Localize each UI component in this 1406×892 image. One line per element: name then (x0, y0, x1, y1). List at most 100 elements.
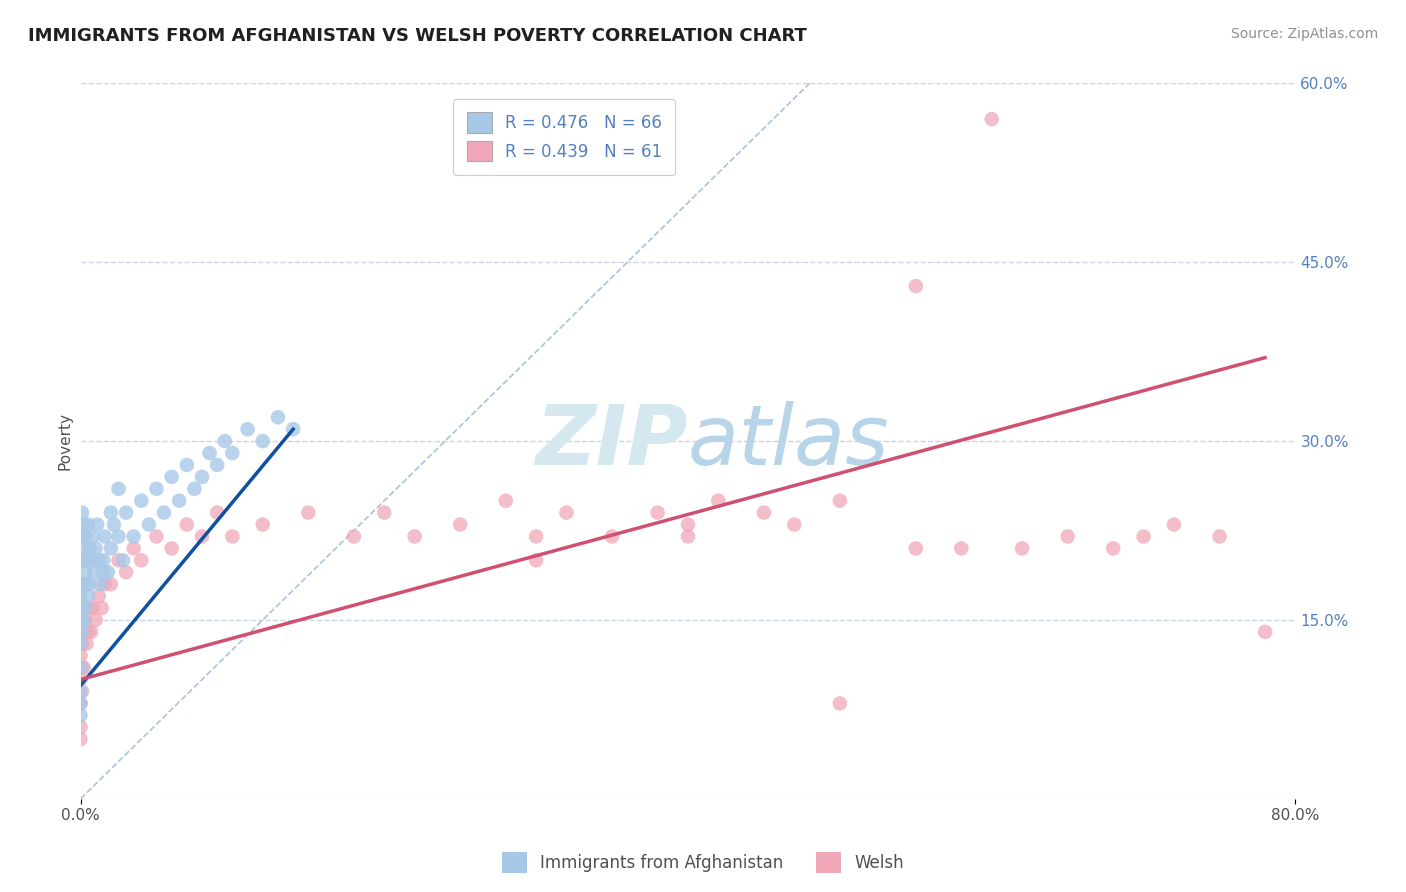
Text: Source: ZipAtlas.com: Source: ZipAtlas.com (1230, 27, 1378, 41)
Point (91, 566, 114, 580)
Point (373, 506, 395, 520)
Point (1163, 517, 1185, 532)
Point (160, 470, 183, 484)
Point (950, 541, 973, 556)
Point (122, 529, 145, 543)
Text: IMMIGRANTS FROM AFGHANISTAN VS WELSH POVERTY CORRELATION CHART: IMMIGRANTS FROM AFGHANISTAN VS WELSH POV… (28, 27, 807, 45)
Point (89, 577, 111, 591)
Point (115, 566, 138, 580)
Point (79, 541, 101, 556)
Point (69, 720, 91, 734)
Point (183, 482, 205, 496)
Point (72, 624, 94, 639)
Point (82, 529, 104, 543)
Point (100, 506, 122, 520)
Point (70, 660, 93, 674)
Point (77, 553, 100, 567)
Point (1056, 529, 1078, 543)
Point (495, 493, 517, 508)
Point (69, 648, 91, 663)
Point (167, 493, 190, 508)
Point (1102, 541, 1125, 556)
Point (138, 517, 160, 532)
Point (676, 517, 699, 532)
Point (205, 506, 228, 520)
Point (828, 697, 851, 711)
Point (1011, 541, 1033, 556)
Point (90, 601, 112, 615)
Point (76, 577, 98, 591)
Point (72, 553, 94, 567)
Point (160, 541, 183, 556)
Text: atlas: atlas (688, 401, 890, 482)
Point (100, 577, 122, 591)
Point (252, 434, 274, 449)
Point (281, 422, 304, 436)
Point (129, 493, 152, 508)
Point (77, 624, 100, 639)
Point (100, 541, 122, 556)
Point (76, 637, 98, 651)
Point (72, 660, 94, 674)
Point (91, 553, 114, 567)
Point (86, 517, 108, 532)
Point (343, 529, 366, 543)
Point (904, 279, 927, 293)
Point (80, 624, 103, 639)
Point (87, 553, 110, 567)
Point (70, 684, 93, 698)
Point (176, 458, 198, 472)
Point (70, 601, 93, 615)
Point (69, 613, 91, 627)
Point (828, 493, 851, 508)
Point (97, 566, 120, 580)
Point (75, 613, 97, 627)
Point (75, 566, 97, 580)
Point (69, 637, 91, 651)
Point (80, 553, 103, 567)
Point (205, 458, 228, 472)
Point (107, 553, 129, 567)
Point (145, 482, 167, 496)
Point (94, 577, 117, 591)
Point (524, 529, 547, 543)
Point (198, 446, 221, 460)
Point (1254, 624, 1277, 639)
Point (980, 112, 1002, 127)
Point (70, 506, 93, 520)
Point (70, 577, 93, 591)
Point (236, 422, 259, 436)
Point (72, 577, 94, 591)
Point (600, 529, 623, 543)
Point (122, 541, 145, 556)
Point (72, 613, 94, 627)
Point (69, 529, 91, 543)
Point (79, 601, 101, 615)
Point (404, 529, 426, 543)
Point (145, 529, 167, 543)
Point (176, 517, 198, 532)
Point (267, 410, 290, 425)
Point (707, 493, 730, 508)
Point (115, 506, 138, 520)
Point (153, 506, 176, 520)
Point (69, 660, 91, 674)
Legend: Immigrants from Afghanistan, Welsh: Immigrants from Afghanistan, Welsh (495, 846, 911, 880)
Point (70, 624, 93, 639)
Point (77, 589, 100, 603)
Point (69, 697, 91, 711)
Point (129, 553, 152, 567)
Legend: R = 0.476   N = 66, R = 0.439   N = 61: R = 0.476 N = 66, R = 0.439 N = 61 (453, 99, 675, 175)
Point (252, 517, 274, 532)
Point (75, 601, 97, 615)
Point (70, 529, 93, 543)
Point (70, 637, 93, 651)
Point (82, 601, 104, 615)
Point (69, 708, 91, 723)
Point (69, 589, 91, 603)
Point (77, 517, 100, 532)
Point (84, 541, 107, 556)
Point (191, 529, 214, 543)
Point (76, 541, 98, 556)
Point (103, 517, 125, 532)
